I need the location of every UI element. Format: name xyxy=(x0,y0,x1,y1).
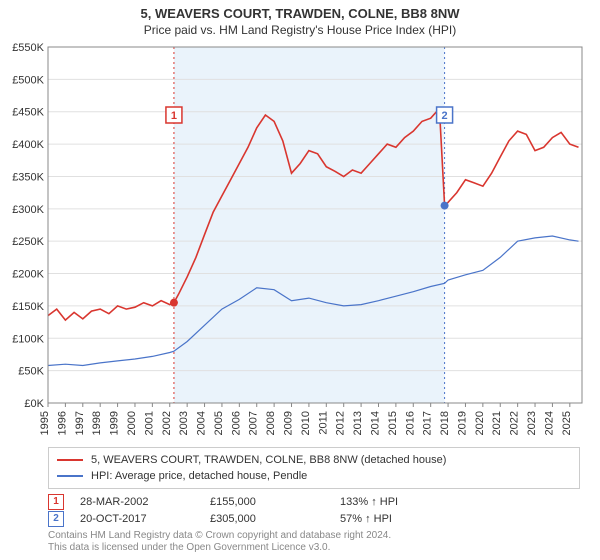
svg-text:£200K: £200K xyxy=(12,269,44,281)
svg-text:2014: 2014 xyxy=(369,411,381,435)
svg-text:1996: 1996 xyxy=(56,411,68,435)
svg-text:2001: 2001 xyxy=(143,411,155,435)
chart-title: 5, WEAVERS COURT, TRAWDEN, COLNE, BB8 8N… xyxy=(0,0,600,21)
footer-line2: This data is licensed under the Open Gov… xyxy=(48,542,580,554)
svg-text:£350K: £350K xyxy=(12,171,44,183)
legend-swatch xyxy=(57,475,83,477)
legend-label: HPI: Average price, detached house, Pend… xyxy=(91,468,307,484)
svg-text:2005: 2005 xyxy=(213,411,225,435)
svg-text:2019: 2019 xyxy=(456,411,468,435)
sale-price: £155,000 xyxy=(210,496,340,508)
legend-swatch xyxy=(57,459,83,461)
svg-text:2013: 2013 xyxy=(352,411,364,435)
sale-marker: 1 xyxy=(48,494,64,510)
svg-text:2024: 2024 xyxy=(543,411,555,435)
sale-row: 1 28-MAR-2002£155,000133% ↑ HPI xyxy=(48,493,580,510)
chart-subtitle: Price paid vs. HM Land Registry's House … xyxy=(0,21,600,41)
svg-text:2023: 2023 xyxy=(526,411,538,435)
svg-text:£50K: £50K xyxy=(18,366,44,378)
svg-text:1998: 1998 xyxy=(91,411,103,435)
svg-text:2017: 2017 xyxy=(422,411,434,435)
svg-text:2018: 2018 xyxy=(439,411,451,435)
svg-text:2002: 2002 xyxy=(161,411,173,435)
svg-text:2012: 2012 xyxy=(335,411,347,435)
svg-text:£100K: £100K xyxy=(12,333,44,345)
svg-text:2007: 2007 xyxy=(248,411,260,435)
svg-text:2016: 2016 xyxy=(404,411,416,435)
sale-delta: 57% ↑ HPI xyxy=(340,513,470,525)
svg-text:£150K: £150K xyxy=(12,301,44,313)
svg-text:2003: 2003 xyxy=(178,411,190,435)
svg-text:2015: 2015 xyxy=(387,411,399,435)
sale-date: 20-OCT-2017 xyxy=(80,513,210,525)
price-chart: £0K £50K £100K £150K £200K £250K £300K £350K £40… xyxy=(0,41,600,443)
svg-text:2004: 2004 xyxy=(196,411,208,435)
svg-text:2021: 2021 xyxy=(491,411,503,435)
legend-label: 5, WEAVERS COURT, TRAWDEN, COLNE, BB8 8N… xyxy=(91,452,446,468)
svg-text:£300K: £300K xyxy=(12,204,44,216)
sale-price: £305,000 xyxy=(210,513,340,525)
svg-text:2008: 2008 xyxy=(265,411,277,435)
legend-item: HPI: Average price, detached house, Pend… xyxy=(57,468,571,484)
sales-table: 1 28-MAR-2002£155,000133% ↑ HPI 2 20-OCT-20… xyxy=(48,493,580,527)
sale-row: 2 20-OCT-2017£305,00057% ↑ HPI xyxy=(48,510,580,527)
svg-text:2006: 2006 xyxy=(230,411,242,435)
svg-text:2010: 2010 xyxy=(300,411,312,435)
svg-text:2022: 2022 xyxy=(509,411,521,435)
svg-text:1997: 1997 xyxy=(74,411,86,435)
sale-marker: 2 xyxy=(48,511,64,527)
svg-text:2020: 2020 xyxy=(474,411,486,435)
svg-text:£550K: £550K xyxy=(12,42,44,54)
sale-date: 28-MAR-2002 xyxy=(80,496,210,508)
sale-delta: 133% ↑ HPI xyxy=(340,496,470,508)
legend: 5, WEAVERS COURT, TRAWDEN, COLNE, BB8 8N… xyxy=(48,447,580,489)
chart-container: £0K £50K £100K £150K £200K £250K £300K £350K £40… xyxy=(0,41,600,443)
svg-text:2009: 2009 xyxy=(283,411,295,435)
svg-text:1999: 1999 xyxy=(109,411,121,435)
svg-text:2011: 2011 xyxy=(317,411,329,435)
legend-item: 5, WEAVERS COURT, TRAWDEN, COLNE, BB8 8N… xyxy=(57,452,571,468)
svg-text:1995: 1995 xyxy=(39,411,51,435)
svg-text:2025: 2025 xyxy=(561,411,573,435)
svg-text:2: 2 xyxy=(442,110,448,122)
svg-text:£250K: £250K xyxy=(12,236,44,248)
footer-attribution: Contains HM Land Registry data © Crown c… xyxy=(48,530,580,554)
footer-line1: Contains HM Land Registry data © Crown c… xyxy=(48,530,580,542)
svg-text:£400K: £400K xyxy=(12,139,44,151)
svg-text:£0K: £0K xyxy=(24,398,44,410)
svg-text:1: 1 xyxy=(171,110,177,122)
svg-text:£500K: £500K xyxy=(12,74,44,86)
svg-text:2000: 2000 xyxy=(126,411,138,435)
svg-text:£450K: £450K xyxy=(12,107,44,119)
